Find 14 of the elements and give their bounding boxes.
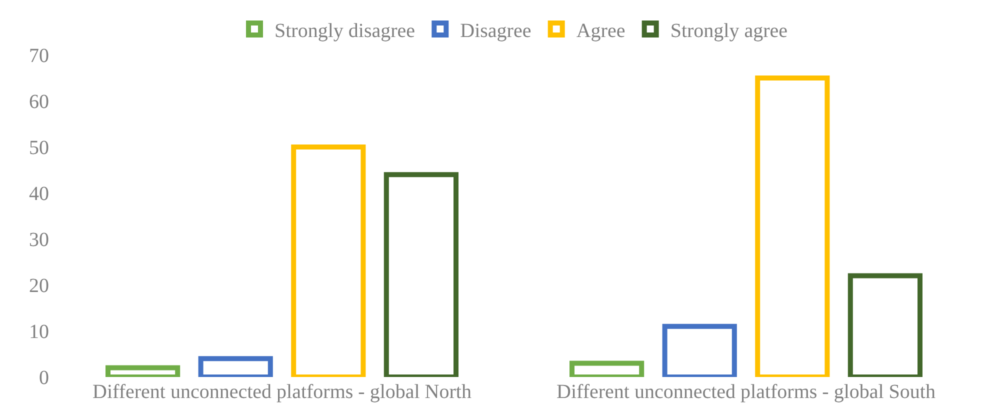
- x-tick-label: Different unconnected platforms - global South: [556, 381, 936, 403]
- y-tick-label: 40: [29, 183, 49, 205]
- y-tick-label: 0: [39, 367, 49, 389]
- y-tick-label: 30: [29, 229, 49, 251]
- legend-label: Strongly disagree: [274, 20, 416, 42]
- legend-label: Disagree: [460, 20, 532, 42]
- y-tick-label: 60: [29, 91, 49, 113]
- x-tick-label: Different unconnected platforms - global North: [92, 381, 472, 403]
- y-tick-label: 70: [29, 45, 49, 67]
- y-tick-label: 50: [29, 137, 49, 159]
- y-tick-label: 20: [29, 275, 49, 297]
- legend-label: Agree: [576, 20, 626, 42]
- y-tick-label: 10: [29, 321, 49, 343]
- legend-label: Strongly agree: [670, 20, 788, 42]
